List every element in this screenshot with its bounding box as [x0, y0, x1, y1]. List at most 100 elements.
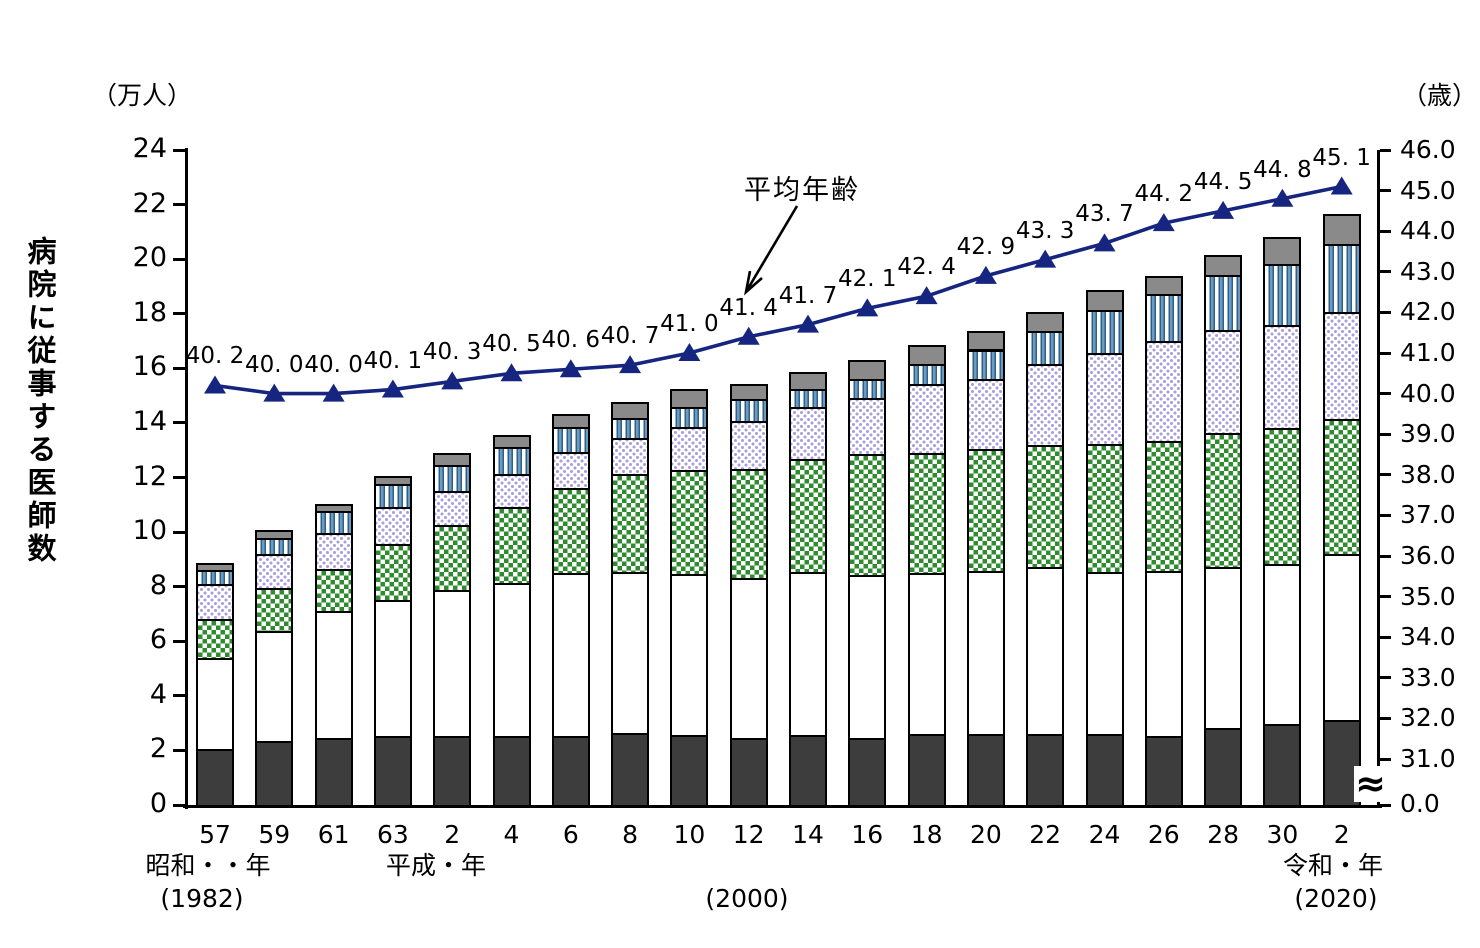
bar-segment-white [1263, 563, 1302, 726]
right-axis-tick [1380, 473, 1391, 477]
left-axis-tick [173, 257, 185, 261]
right-axis-tick [1380, 310, 1391, 314]
bar-segment-white [848, 574, 887, 740]
bar-segment-green-check [611, 473, 650, 574]
bar-segment-gray [670, 388, 709, 409]
left-axis-tick [173, 694, 185, 698]
y-axis-title: 病院に従事する医師数 [23, 236, 57, 566]
bar-segment-green-check [1026, 445, 1065, 570]
bar-segment-purple-dot [1322, 311, 1361, 422]
bar-segment-white [670, 573, 709, 737]
left-axis-tick-label: 20 [132, 242, 167, 274]
bar-segment-white [373, 599, 412, 739]
left-axis-line [185, 148, 188, 809]
bar-segment-gray [1263, 236, 1302, 266]
right-axis-tick [1380, 351, 1391, 355]
left-axis-tick [173, 803, 185, 807]
bar-segment-white [1026, 567, 1065, 737]
x-axis-tick-label: 10 [673, 820, 706, 849]
left-axis-tick-label: 4 [149, 678, 167, 710]
bar-segment-gray [966, 331, 1005, 352]
bar-segment-purple-dot [255, 554, 294, 591]
x-axis-era-label: 令和・年 [1282, 851, 1383, 880]
bar-segment-purple-dot [789, 407, 827, 462]
left-axis-tick [173, 421, 185, 425]
right-axis-tick-label: 31.0 [1400, 744, 1456, 773]
left-axis-tick-label: 16 [132, 351, 167, 383]
bar-segment-green-check [1204, 433, 1243, 570]
left-axis-tick-label: 10 [132, 515, 167, 547]
right-axis-tick [1380, 392, 1391, 396]
bar-segment-white [907, 573, 946, 737]
bar-segment-green-check [670, 470, 709, 576]
left-axis-tick-label: 18 [132, 296, 167, 328]
x-axis-tick-label: 4 [503, 820, 520, 849]
bar-segment-green-check [907, 453, 946, 575]
bar-segment-dark [1085, 734, 1124, 807]
bar-segment-white [433, 590, 472, 739]
x-axis-era-label: (2020) [1294, 884, 1378, 913]
bar-segment-green-check [196, 618, 234, 660]
bar-segment-purple-dot [1263, 324, 1302, 431]
bar-segment-dark [551, 735, 590, 807]
bar-segment-gray [1204, 254, 1243, 278]
bar-segment-dark [1263, 723, 1302, 807]
right-axis-tick [1380, 595, 1391, 599]
left-axis-tick-label: 6 [149, 624, 167, 656]
bar-segment-white [255, 631, 294, 744]
right-axis-tick [1380, 189, 1391, 193]
x-axis-tick-label: 2 [1333, 820, 1350, 849]
x-axis-tick-label: 26 [1147, 820, 1180, 849]
bar-segment-blue-stripe [314, 511, 353, 535]
x-axis-tick-label: 61 [317, 820, 350, 849]
right-axis-tick-label: 44.0 [1400, 216, 1456, 246]
x-axis-tick-label: 6 [562, 820, 579, 849]
bar-segment-blue-stripe [1144, 294, 1183, 344]
bar-segment-blue-stripe [1204, 275, 1243, 333]
x-axis-tick-label: 63 [376, 820, 409, 849]
right-axis-tick-label: 39.0 [1400, 419, 1456, 449]
bar-segment-white [551, 573, 590, 738]
right-axis-tick [1380, 513, 1391, 517]
bar-segment-green-check [1322, 419, 1361, 556]
bar-segment-gray [551, 414, 590, 430]
bar-segment-gray [314, 503, 353, 514]
right-axis-tick-label: 38.0 [1400, 459, 1456, 489]
right-axis-tick [1380, 676, 1391, 680]
right-axis-tick-label: 42.0 [1400, 297, 1456, 327]
bar-segment-dark [1144, 735, 1183, 807]
bar-segment-purple-dot [1144, 341, 1183, 443]
right-axis-tick [1380, 148, 1391, 152]
bar-segment-gray [373, 475, 412, 487]
line-value-label: 45. 1 [1312, 144, 1371, 171]
right-axis-tick [1380, 757, 1391, 761]
right-axis-tick-label: 34.0 [1400, 622, 1456, 652]
bar-segment-white [1085, 571, 1124, 737]
bar-segment-green-check [373, 543, 412, 602]
right-axis-tick [1380, 432, 1391, 436]
bar-segment-green-check [729, 469, 768, 580]
bar-segment-dark [255, 741, 294, 807]
bar-segment-purple-dot [907, 384, 946, 456]
bar-segment-purple-dot [966, 379, 1005, 452]
bar-segment-blue-stripe [848, 378, 887, 401]
x-axis-tick-label: 2 [444, 820, 461, 849]
x-axis-tick-label: 59 [258, 820, 291, 849]
bar-segment-white [1204, 567, 1243, 731]
x-axis-era-label: (1982) [160, 884, 244, 913]
bar-segment-dark [907, 734, 946, 807]
x-axis-tick-label: 12 [732, 820, 765, 849]
bar-segment-blue-stripe [255, 537, 294, 557]
line-series-annotation: 平均年齢 [744, 175, 860, 206]
bar-segment-dark [196, 749, 234, 807]
left-axis-tick [173, 148, 185, 152]
bar-segment-blue-stripe [670, 406, 709, 429]
bar-segment-dark [611, 733, 650, 807]
bar-segment-dark [433, 736, 472, 807]
right-axis-tick-label: 35.0 [1400, 581, 1456, 611]
bar-segment-green-check [966, 449, 1005, 573]
line-marker-triangle [619, 355, 642, 374]
bar-segment-gray [1085, 290, 1124, 312]
bar-segment-green-check [1085, 444, 1124, 574]
